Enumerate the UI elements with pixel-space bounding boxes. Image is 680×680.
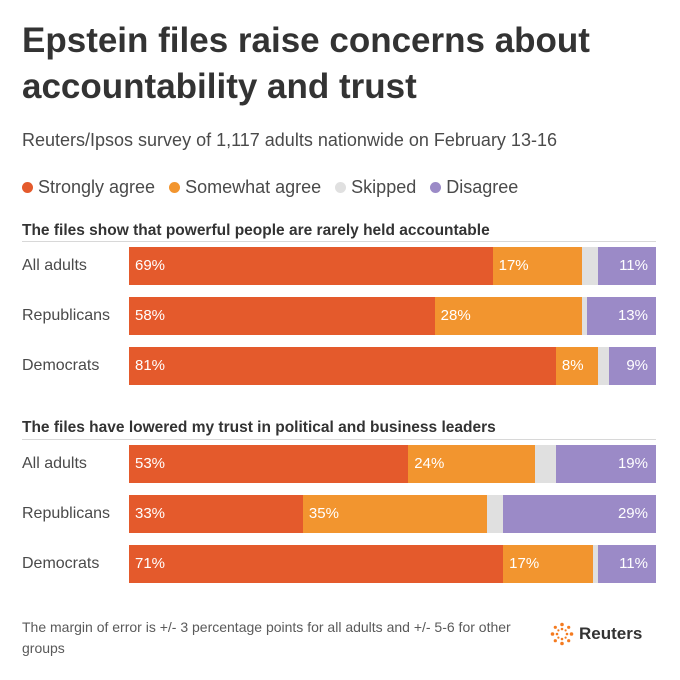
bar-segment-disagree [555,445,656,483]
bar-segment-strongly-agree [129,347,556,385]
data-label: 13% [617,307,648,324]
bar-segment-disagree [598,247,656,285]
legend-item: Disagree [430,177,518,198]
bar-segment-somewhat-agree [555,347,599,385]
legend-label: Disagree [446,177,519,197]
data-label: 29% [617,505,648,522]
bar-segment-strongly-agree [129,297,435,335]
category-label: All adults [22,455,87,472]
category-label: Democrats [22,555,100,572]
bar-segment-disagree [608,347,656,385]
bar-track: 58% 28% 13% [129,297,656,335]
legend-item: Somewhat agree [169,177,321,198]
legend-item: Skipped [335,177,416,198]
data-label: 17% [498,257,529,274]
bar-segment-somewhat-agree [503,545,593,583]
bar-segment-skipped [582,297,588,335]
panel-divider [22,439,656,440]
data-label: 71% [135,555,166,572]
footnote: The margin of error is +/- 3 percentage … [22,619,511,656]
legend: Strongly agree Somewhat agree Skipped Disag… [22,177,518,198]
bar-segment-strongly-agree [129,495,303,533]
bar-segment-skipped [592,545,599,583]
data-label: 24% [414,455,445,472]
data-label: 58% [135,307,166,324]
data-label: 9% [626,357,648,374]
category-label: Democrats [22,357,100,374]
data-label: 17% [509,555,540,572]
reuters-logo-icon [550,622,574,646]
reuters-logo: Reuters [550,622,642,646]
data-label: 19% [617,455,648,472]
bar-segment-strongly-agree [129,445,409,483]
reuters-logo-text: Reuters [579,624,643,643]
data-label: 11% [619,257,648,274]
bar-row: Democrats 71% 17% 11% [0,545,680,583]
bar-segment-skipped [534,445,556,483]
bar-row: Democrats 81% 8% 9% [0,347,680,385]
legend-label: Strongly agree [38,177,156,197]
bar-segment-skipped [582,247,599,285]
legend-dot-icon [335,182,347,193]
bar-segment-skipped [598,347,609,385]
bar-segment-disagree [587,297,656,335]
panel-title: The files show that powerful people are … [22,222,490,239]
bar-track: 33% 35% 29% [129,495,656,533]
data-label: 33% [135,505,166,522]
legend-dot-icon [430,182,442,193]
bar-segment-strongly-agree [129,545,504,583]
bar-segment-somewhat-agree [492,247,583,285]
category-label: Republicans [22,307,111,324]
data-label: 35% [308,505,339,522]
bar-row: All adults 69% 17% 11% [0,247,680,285]
bar-segment-somewhat-agree [302,495,488,533]
legend-dot-icon [169,182,181,193]
bar-track: 69% 17% 11% [129,247,656,285]
bar-track: 53% 24% 19% [129,445,656,483]
panel-divider [22,241,656,242]
bar-segment-disagree [598,545,656,583]
panel-title: The files have lowered my trust in polit… [22,419,496,436]
data-label: 53% [135,455,166,472]
bar-segment-somewhat-agree [408,445,535,483]
bar-segment-skipped [487,495,504,533]
bar-segment-disagree [503,495,656,533]
legend-label: Skipped [351,177,417,197]
bar-row: Republicans 58% 28% 13% [0,297,680,335]
data-label: 69% [135,257,166,274]
data-label: 28% [440,307,471,324]
legend-item: Strongly agree [22,177,155,198]
bar-segment-strongly-agree [129,247,493,285]
bar-row: All adults 53% 24% 19% [0,445,680,483]
bar-track: 71% 17% 11% [129,545,656,583]
data-label: 11% [619,555,648,572]
bar-segment-somewhat-agree [434,297,583,335]
data-label: 8% [561,357,584,374]
data-label: 81% [135,357,166,374]
chart-subtitle: Reuters/Ipsos survey of 1,117 adults nat… [22,130,557,150]
category-label: Republicans [22,505,111,522]
legend-dot-icon [22,182,33,193]
chart-title: Epstein files raise concerns about accou… [22,21,590,106]
bar-row: Republicans 33% 35% 29% [0,495,680,533]
bar-track: 81% 8% 9% [129,347,656,385]
legend-label: Somewhat agree [185,177,322,197]
category-label: All adults [22,257,87,274]
